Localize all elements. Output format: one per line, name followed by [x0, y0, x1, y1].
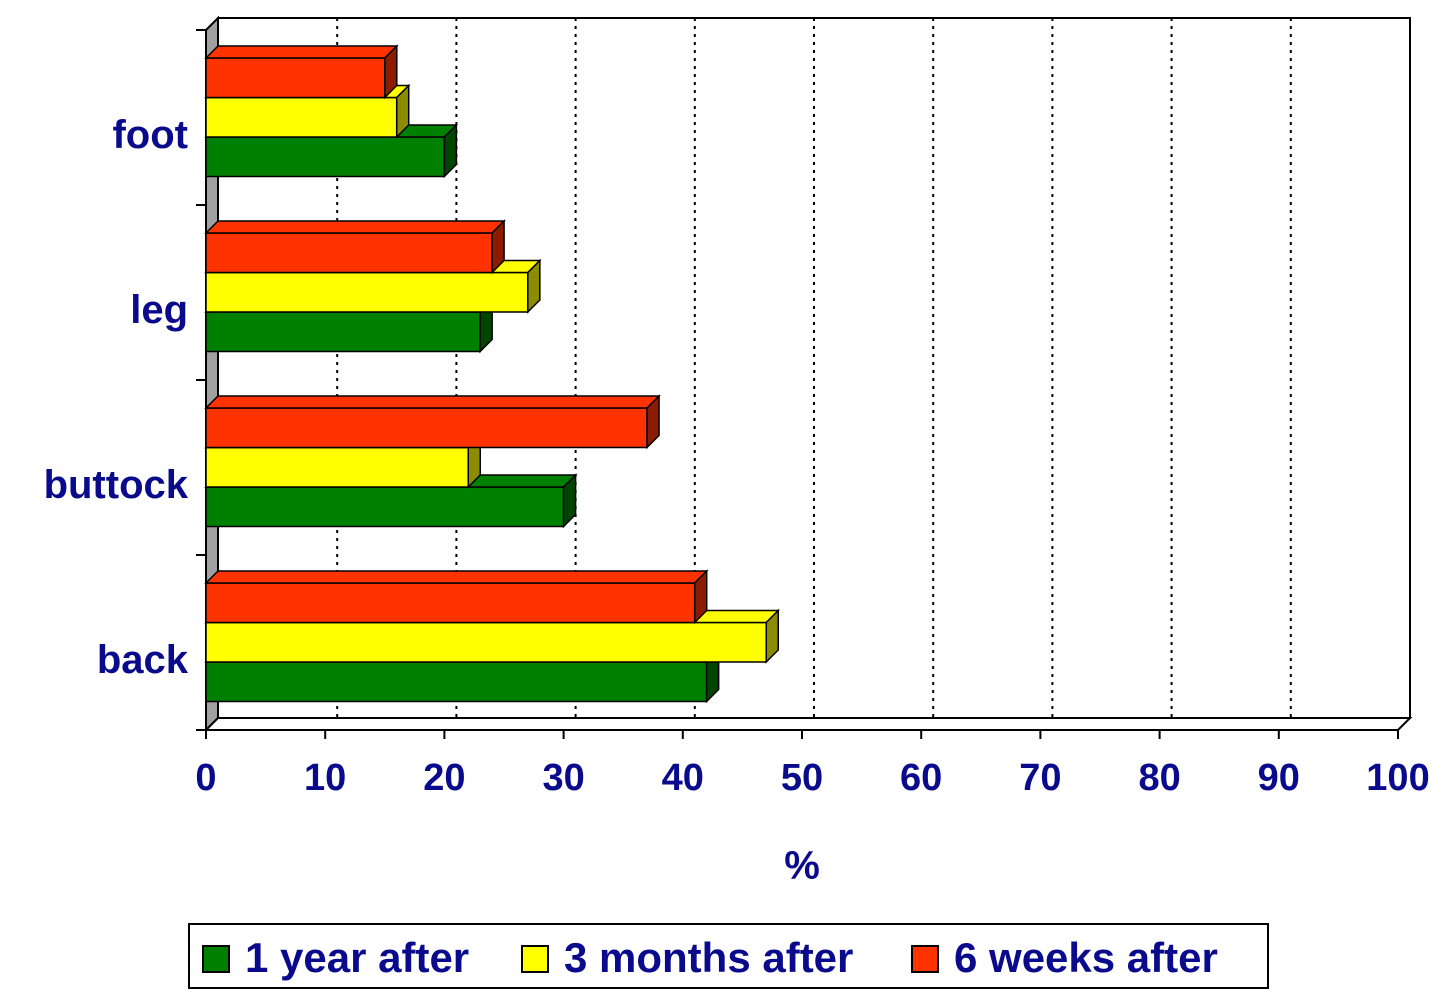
x-tick-label: 20 [423, 757, 465, 799]
bar-side [646, 394, 660, 450]
y-tick-label: back [97, 638, 189, 682]
legend-swatch [521, 945, 549, 973]
bar [205, 311, 481, 353]
x-tick-label: 40 [662, 757, 704, 799]
bar-side [384, 44, 398, 100]
y-tick-label: buttock [44, 463, 189, 507]
x-tick-label: 80 [1138, 757, 1180, 799]
bar-top [204, 570, 709, 584]
x-tick-label: 50 [781, 757, 823, 799]
bar [205, 486, 565, 528]
bar-side [527, 258, 541, 314]
x-tick-label: 90 [1258, 757, 1300, 799]
x-tick-label: 70 [1019, 757, 1061, 799]
bar-side [443, 123, 458, 179]
bar [205, 446, 469, 488]
bar [205, 57, 386, 99]
legend-swatch [202, 945, 230, 973]
bar [205, 136, 446, 178]
bar [205, 407, 648, 449]
y-tick-label: leg [130, 288, 188, 332]
x-tick-label: 100 [1366, 757, 1429, 799]
bar [205, 232, 493, 274]
x-tick-label: 30 [542, 757, 584, 799]
x-axis-title: % [784, 844, 820, 888]
bar [205, 582, 696, 624]
x-tick-label: 0 [195, 757, 216, 799]
bar-top [204, 45, 399, 59]
bar [205, 271, 529, 313]
bar-top [204, 220, 506, 234]
legend-label: 1 year after [245, 934, 469, 981]
bar-top [204, 395, 661, 409]
bar-side [491, 219, 505, 275]
bar-side [562, 473, 577, 529]
bar [205, 96, 398, 138]
legend-swatch [911, 945, 939, 973]
legend-box [188, 923, 1269, 989]
floor [203, 717, 1413, 731]
bar-side [395, 83, 410, 139]
legend-label: 6 weeks after [954, 934, 1218, 981]
bar-side [693, 569, 708, 625]
bar-side [765, 608, 779, 664]
bar [205, 661, 708, 703]
x-tick-label: 60 [900, 757, 942, 799]
legend-label: 3 months after [564, 934, 853, 981]
y-tick-label: foot [112, 113, 188, 157]
bar [205, 621, 767, 663]
x-tick-label: 10 [304, 757, 346, 799]
